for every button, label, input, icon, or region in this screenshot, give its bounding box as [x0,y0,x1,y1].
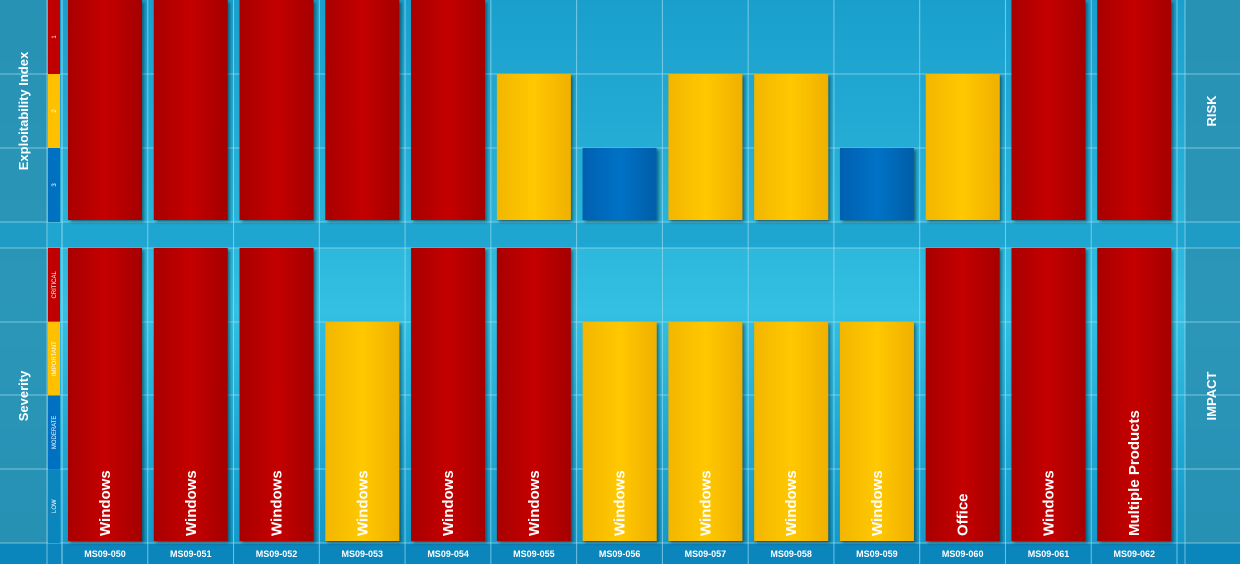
exploitability-bar [411,0,486,220]
exploitability-level-label: 1 [52,35,58,39]
category-label: MS09-051 [170,549,212,559]
exploitability-bar [754,74,829,220]
severity-bar [496,248,571,541]
product-label: Windows [97,470,114,536]
category-label: MS09-056 [599,549,641,559]
exploitability-bar [68,0,142,220]
category-label: MS09-055 [513,549,555,559]
product-label: Windows [183,470,200,536]
severity-bar [839,321,914,541]
exploitability-bar [1011,0,1086,220]
product-label: Windows [269,470,286,536]
exploitability-bar [153,0,228,220]
severity-bar [153,248,228,541]
severity-bar [1097,248,1172,541]
category-label: MS09-061 [1028,549,1070,559]
category-label: MS09-062 [1113,549,1155,559]
labels-layer: Windows MS09-050 Windows MS09-051 Windows MS0… [84,410,1155,559]
severity-level-moderate [48,395,60,470]
right-title-panel [1185,0,1240,564]
severity-bar [411,248,486,541]
exploitability-level-3 [48,148,60,222]
gap-band [0,222,1240,248]
category-label: MS09-050 [84,549,126,559]
exploitability-bar [325,0,400,220]
risk-label: RISK [1204,95,1219,127]
product-label: Windows [354,470,371,536]
level-strips: 1 2 3 CRITICAL IMPORTANT MODERATE LOW [48,0,60,543]
exploitability-level-2 [48,74,60,148]
exploitability-bar [925,74,1000,220]
left-title-panel [0,0,47,564]
product-label: Multiple Products [1126,410,1143,536]
product-label: Windows [869,470,886,536]
category-label: MS09-053 [342,549,384,559]
product-label: Windows [612,470,629,536]
exploitability-bar [668,74,743,220]
severity-level-important [48,321,60,396]
category-label: MS09-058 [770,549,812,559]
severity-bar [668,321,743,541]
exploitability-bar [1097,0,1172,220]
severity-bar [239,248,314,541]
category-label: MS09-060 [942,549,984,559]
severity-bar [754,321,829,541]
product-label: Windows [783,470,800,536]
exploitability-bar [496,74,571,220]
severity-title: Severity [16,370,31,421]
severity-bar [582,321,657,541]
product-label: Windows [440,470,457,536]
exploitability-level-label: 2 [52,109,58,113]
category-label: MS09-054 [427,549,469,559]
severity-level-label: CRITICAL [52,271,58,299]
exploitability-bar [239,0,314,220]
category-label: MS09-052 [256,549,298,559]
severity-level-label: LOW [52,499,58,513]
exploitability-bar [839,148,914,220]
severity-level-low [48,469,60,543]
product-label: Windows [697,470,714,536]
category-label: MS09-059 [856,549,898,559]
exploitability-level-label: 3 [52,183,58,187]
bars-layer [68,0,1172,541]
product-label: Office [955,493,972,536]
product-label: Windows [1040,470,1057,536]
exploitability-bar [582,148,657,220]
category-label: MS09-057 [685,549,727,559]
severity-level-critical [48,248,60,322]
footer-band [0,543,1240,564]
severity-bar [325,321,400,541]
severity-level-label: IMPORTANT [52,341,58,376]
impact-label: IMPACT [1204,372,1219,421]
severity-bar [68,248,142,541]
exploitability-level-1 [48,0,60,74]
severity-level-label: MODERATE [52,416,58,450]
exploitability-title: Exploitability Index [16,51,31,170]
product-label: Windows [526,470,543,536]
severity-bar [925,248,1000,541]
severity-bar [1011,248,1086,541]
